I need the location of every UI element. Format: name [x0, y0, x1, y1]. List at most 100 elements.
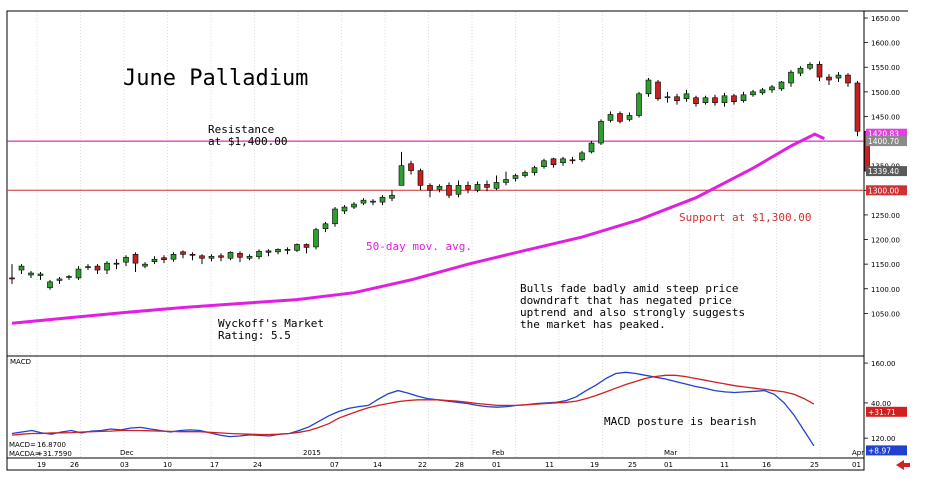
candle	[313, 227, 319, 250]
price-badge	[866, 128, 907, 139]
vertical-gridlines	[36, 12, 821, 457]
candle	[674, 93, 680, 105]
x-tick-label: 19	[590, 461, 599, 469]
candle-body	[531, 167, 538, 173]
candle-body	[47, 281, 53, 289]
candle	[37, 272, 44, 280]
macd-series	[11, 371, 815, 447]
candle-body	[579, 152, 585, 161]
candle-body	[493, 182, 500, 189]
macd-panel-title: MACD	[10, 358, 31, 366]
candle	[75, 266, 82, 280]
comment-line3: uptrend and also strongly suggests	[520, 306, 745, 319]
macda-legend-label: MACDA=	[9, 450, 41, 458]
candle-body	[132, 254, 139, 264]
candle	[655, 80, 661, 101]
chart-title: June Palladium	[123, 66, 308, 91]
candle-body	[123, 256, 129, 263]
candle	[85, 264, 91, 271]
macd-y-tick-label: 160.00	[871, 360, 896, 368]
y-tick-label: 1500.00	[871, 89, 900, 97]
x-tick-label: 11	[545, 461, 554, 469]
candle-body	[512, 175, 519, 179]
candle-body	[769, 86, 775, 91]
x-tick-label: Feb	[492, 449, 505, 457]
x-tick-label: 25	[628, 461, 637, 469]
candle-body	[142, 263, 148, 267]
candle	[246, 254, 253, 261]
ma-label: 50-day mov. avg.	[366, 240, 472, 253]
candle-body	[351, 203, 357, 208]
candle	[522, 170, 528, 178]
candle	[398, 151, 405, 186]
x-tick-label: 16	[762, 461, 771, 469]
candle	[731, 93, 737, 105]
candle	[113, 259, 120, 270]
candle-body	[759, 89, 766, 94]
price-badge	[866, 166, 907, 177]
candle-body	[816, 63, 823, 78]
macd-badge	[866, 445, 907, 456]
macd-y-tick-label: 120.00	[871, 435, 896, 443]
candle-body	[66, 276, 72, 278]
candle-body	[360, 199, 367, 204]
x-tick-label: Mar	[664, 449, 677, 457]
x-tick-label: Dec	[120, 449, 134, 457]
x-tick-label: 11	[720, 461, 729, 469]
candle-body	[721, 95, 728, 103]
candle	[265, 249, 272, 257]
candle-body	[94, 265, 101, 271]
candle	[560, 156, 566, 166]
support-label: Support at $1,300.00	[679, 211, 811, 224]
candle	[104, 261, 110, 274]
candle-body	[417, 170, 424, 186]
candle-body	[341, 206, 348, 212]
candle-body	[284, 249, 291, 251]
candle-body	[208, 255, 215, 259]
candlestick-series	[9, 61, 870, 290]
macd-legend-label: MACD=	[9, 441, 36, 449]
candle	[379, 195, 386, 206]
candle	[227, 251, 234, 261]
candle-body	[227, 252, 234, 259]
candle	[465, 181, 471, 194]
candle	[474, 181, 481, 193]
x-tick-label: 03	[120, 461, 129, 469]
y-tick-label: 1600.00	[871, 40, 900, 48]
candle-body	[474, 184, 481, 191]
candle-body	[161, 257, 167, 261]
candle-body	[265, 250, 272, 253]
price-panel-frame	[6, 10, 865, 357]
candle	[303, 243, 310, 254]
x-tick-label: 14	[373, 461, 382, 469]
candle-body	[854, 82, 861, 132]
candle	[341, 205, 348, 214]
candle-body	[484, 184, 490, 188]
resistance-label-line1: Resistance	[208, 123, 274, 136]
x-tick-label: 2015	[303, 449, 321, 457]
y-tick-label: 1200.00	[871, 237, 900, 245]
candle-body	[189, 254, 196, 256]
candle-body	[332, 208, 338, 225]
candle	[284, 247, 291, 255]
candle	[189, 252, 196, 261]
candle	[512, 173, 519, 182]
candle	[123, 255, 129, 267]
candle-body	[645, 79, 652, 95]
macd-legend-value: 16.8700	[37, 441, 66, 449]
x-tick-label: Apr	[852, 449, 864, 457]
candle-body	[664, 96, 671, 99]
candle	[66, 274, 72, 280]
macda-legend-value: +31.7590	[37, 450, 72, 458]
comment-line4: the market has peaked.	[520, 318, 666, 331]
candle-body	[541, 160, 547, 167]
candle-body	[237, 253, 243, 258]
candle	[835, 72, 842, 82]
candle	[683, 89, 690, 102]
candle-body	[56, 278, 63, 281]
x-tick-label: 26	[70, 461, 79, 469]
left-arrow-icon[interactable]	[896, 460, 910, 470]
x-tick-label: 01	[664, 461, 673, 469]
candle-body	[218, 255, 224, 258]
x-tick-label: 10	[163, 461, 172, 469]
